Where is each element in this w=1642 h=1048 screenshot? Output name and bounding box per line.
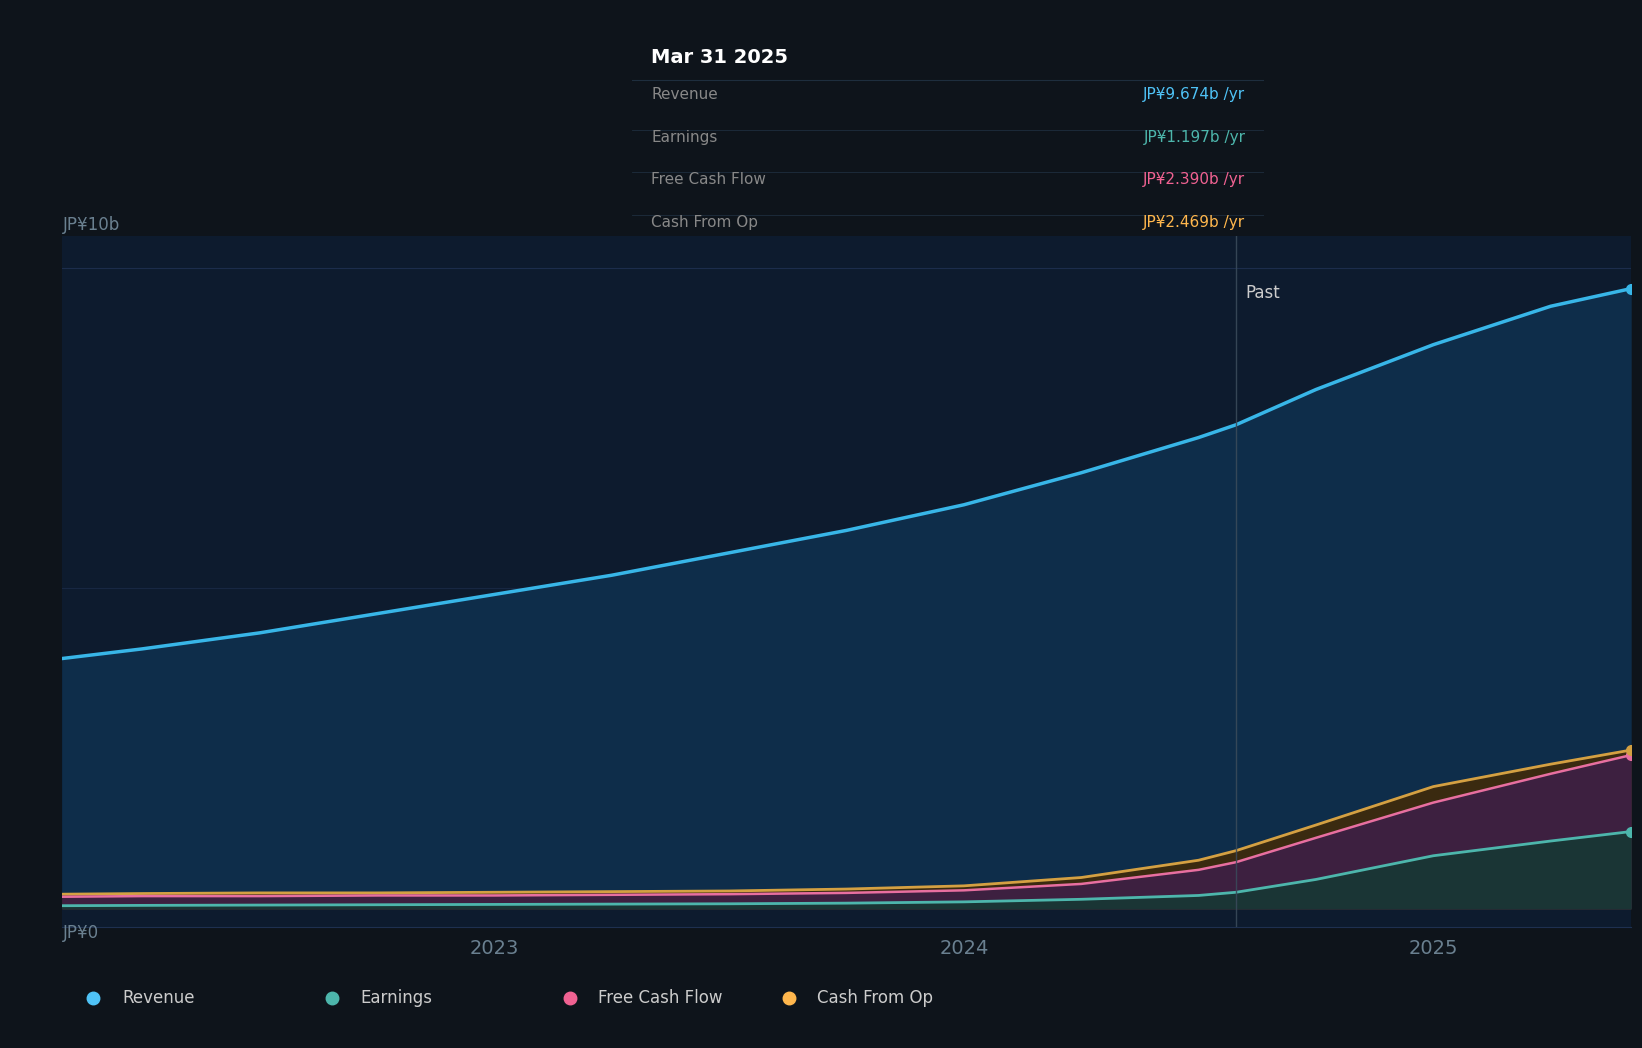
- Text: Mar 31 2025: Mar 31 2025: [652, 48, 788, 67]
- Text: Revenue: Revenue: [122, 989, 194, 1007]
- Text: Earnings: Earnings: [360, 989, 432, 1007]
- Text: Free Cash Flow: Free Cash Flow: [598, 989, 722, 1007]
- Text: JP¥10b: JP¥10b: [62, 216, 120, 234]
- Text: JP¥1.197b /yr: JP¥1.197b /yr: [1143, 130, 1245, 145]
- Text: Earnings: Earnings: [652, 130, 718, 145]
- Text: Past: Past: [1246, 284, 1281, 302]
- Text: JP¥0: JP¥0: [62, 924, 99, 942]
- Text: JP¥2.390b /yr: JP¥2.390b /yr: [1143, 173, 1245, 188]
- Text: Free Cash Flow: Free Cash Flow: [652, 173, 767, 188]
- Text: Revenue: Revenue: [652, 87, 718, 102]
- Text: JP¥9.674b /yr: JP¥9.674b /yr: [1143, 87, 1245, 102]
- Text: JP¥2.469b /yr: JP¥2.469b /yr: [1143, 215, 1245, 231]
- Text: Cash From Op: Cash From Op: [652, 215, 759, 231]
- Text: Cash From Op: Cash From Op: [818, 989, 933, 1007]
